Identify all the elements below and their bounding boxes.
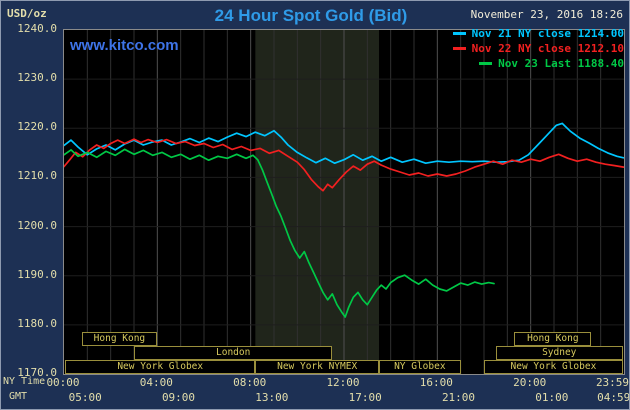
x-tick-label: 17:00 [348, 391, 382, 404]
chart-title: 24 Hour Spot Gold (Bid) [214, 6, 408, 25]
session-box: London [134, 346, 333, 360]
x-tick-label: 00:00 [46, 376, 80, 389]
x-tick-label: 12:00 [326, 376, 360, 389]
x-tick-label: 04:59 [597, 391, 630, 404]
series-nov22 [64, 138, 624, 192]
y-tick-label: 1240.0 [17, 22, 57, 35]
session-box: New York Globex [65, 360, 256, 374]
session-box: Hong Kong [81, 332, 158, 346]
legend-item: Nov 23 Last 1188.40 [453, 56, 624, 71]
x-tick-label: 13:00 [255, 391, 289, 404]
series-nov21 [64, 122, 624, 165]
y-tick-label: 1170.0 [17, 366, 57, 379]
legend-label: Nov 23 Last 1188.40 [498, 57, 624, 70]
x-tick-label: 08:00 [233, 376, 267, 389]
x-axis-row-label: NY Time [3, 376, 46, 387]
chart-datetime: November 23, 2016 18:26 [470, 8, 623, 21]
x-tick-label: 04:00 [139, 376, 173, 389]
session-box: Sydney [495, 346, 623, 360]
y-tick-label: 1230.0 [17, 71, 57, 85]
chart-canvas [64, 30, 624, 374]
legend: Nov 21 NY close 1214.00 Nov 22 NY close 1… [452, 26, 624, 71]
kitco-link[interactable]: www.kitco.com [70, 37, 179, 54]
session-box: NY Globex [379, 360, 461, 374]
x-tick-label: 09:00 [161, 391, 196, 404]
legend-swatch [452, 32, 466, 35]
x-tick-label: 01:00 [535, 391, 569, 404]
session-box: Hong Kong [514, 332, 592, 346]
x-tick-label: 20:00 [513, 376, 547, 389]
nymex-session-band [255, 30, 379, 374]
legend-label: Nov 21 NY close 1214.00 [471, 27, 624, 40]
y-tick-label: 1200.0 [17, 218, 57, 232]
y-tick-label: 1180.0 [17, 316, 57, 330]
y-tick-label: 1220.0 [17, 120, 57, 134]
y-tick-label: 1210.0 [17, 169, 57, 183]
legend-item: Nov 21 NY close 1214.00 [452, 26, 624, 41]
legend-label: Nov 22 NY close 1212.10 [471, 42, 624, 55]
x-tick-label: 23:59 [595, 376, 630, 389]
x-tick-label: 21:00 [441, 391, 476, 404]
y-tick-label: 1190.0 [17, 267, 57, 281]
legend-swatch [452, 47, 466, 50]
x-tick-label: 16:00 [419, 376, 453, 389]
session-box: New York Globex [484, 360, 623, 374]
plot-area: www.kitco.com Hong Kong Hong Kong London Sy… [63, 29, 625, 375]
legend-swatch [479, 62, 493, 65]
y-axis-unit-label: USD/oz [7, 7, 47, 20]
x-axis-row-label: GMT [9, 391, 28, 402]
series-nov23 [64, 148, 495, 318]
session-box: New York NYMEX [255, 360, 379, 374]
x-tick-label: 05:00 [68, 391, 102, 404]
legend-item: Nov 22 NY close 1212.10 [452, 41, 624, 56]
